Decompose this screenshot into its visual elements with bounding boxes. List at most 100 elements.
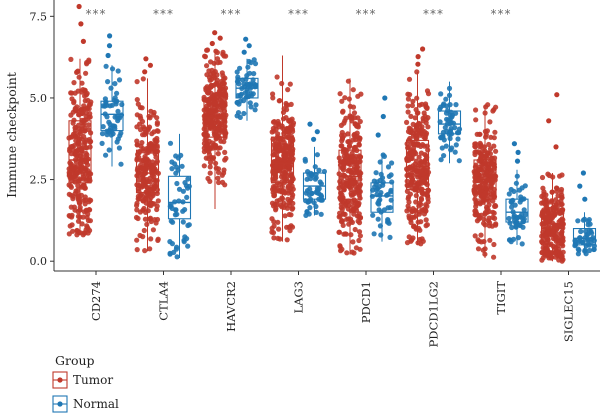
data-point-tumor xyxy=(142,216,148,222)
data-point-tumor xyxy=(350,208,357,214)
data-point-tumor xyxy=(485,102,491,108)
box-body xyxy=(370,182,394,213)
data-point-tumor xyxy=(66,191,72,197)
outlier-point-tumor xyxy=(142,69,148,75)
data-point-tumor xyxy=(66,231,72,237)
data-point-normal xyxy=(312,164,318,170)
data-point-normal xyxy=(506,191,512,197)
data-point-tumor xyxy=(218,138,224,144)
data-point-tumor xyxy=(142,129,148,135)
data-point-tumor xyxy=(137,113,143,119)
data-point-normal xyxy=(176,186,183,192)
data-point-tumor xyxy=(201,94,207,100)
box-body xyxy=(338,149,362,200)
data-point-tumor xyxy=(269,216,275,222)
data-point-tumor xyxy=(150,159,156,165)
data-point-tumor xyxy=(414,95,420,101)
data-point-tumor xyxy=(492,129,498,135)
data-point-tumor xyxy=(352,226,358,233)
box-tumor-siglec15 xyxy=(540,173,565,262)
data-point-tumor xyxy=(140,76,146,82)
data-point-normal xyxy=(439,145,445,151)
data-point-normal xyxy=(100,124,106,130)
data-point-normal xyxy=(438,135,444,141)
data-point-normal xyxy=(253,102,259,108)
data-point-normal xyxy=(308,176,314,182)
data-point-tumor xyxy=(405,203,411,209)
data-point-normal xyxy=(575,246,581,252)
data-point-normal xyxy=(304,209,310,215)
data-point-tumor xyxy=(82,98,88,104)
data-point-tumor xyxy=(341,164,347,170)
data-point-tumor xyxy=(473,107,479,113)
data-point-normal xyxy=(185,222,191,229)
data-point-tumor xyxy=(549,215,556,221)
data-point-tumor xyxy=(348,218,354,224)
data-point-tumor xyxy=(272,188,278,194)
outlier-point-tumor xyxy=(76,3,82,10)
data-point-normal xyxy=(115,108,121,114)
data-point-tumor xyxy=(482,190,489,196)
data-point-tumor xyxy=(136,183,143,189)
data-point-tumor xyxy=(204,63,210,69)
data-point-normal xyxy=(586,217,592,223)
outlier-point-tumor xyxy=(420,46,426,52)
box-normal-siglec15 xyxy=(572,212,597,255)
data-point-normal xyxy=(103,63,109,69)
data-point-tumor xyxy=(413,168,419,174)
data-point-tumor xyxy=(145,208,151,214)
data-point-normal xyxy=(522,212,529,218)
data-point-normal xyxy=(169,166,175,172)
data-point-tumor xyxy=(407,92,413,98)
data-point-tumor xyxy=(214,77,220,83)
data-point-tumor xyxy=(154,120,160,126)
box-body xyxy=(135,149,160,194)
data-point-tumor xyxy=(488,134,494,140)
data-point-tumor xyxy=(71,174,77,180)
data-point-tumor xyxy=(487,237,493,243)
data-point-tumor xyxy=(289,116,295,122)
data-point-normal xyxy=(442,124,448,131)
data-point-tumor xyxy=(543,221,549,227)
data-point-normal xyxy=(102,96,108,102)
data-point-normal xyxy=(174,180,180,187)
data-point-tumor xyxy=(344,250,350,256)
data-point-tumor xyxy=(206,156,212,162)
data-point-tumor xyxy=(493,203,499,209)
outlier-point-tumor xyxy=(217,35,223,41)
box-normal-cd274 xyxy=(100,65,124,167)
outlier-point-normal xyxy=(514,158,521,164)
box-tumor-tigit xyxy=(473,104,497,258)
data-point-tumor xyxy=(269,229,275,235)
data-point-tumor xyxy=(473,117,479,123)
data-point-tumor xyxy=(70,131,77,137)
data-point-normal xyxy=(513,180,520,186)
data-point-normal xyxy=(174,254,180,260)
x-tick-label-cd274: CD274 xyxy=(89,281,103,321)
data-point-normal xyxy=(168,218,174,224)
outlier-point-tumor xyxy=(546,118,552,124)
data-point-tumor xyxy=(541,191,547,197)
outlier-point-normal xyxy=(314,129,320,135)
data-point-normal xyxy=(447,135,453,142)
data-point-tumor xyxy=(148,236,154,242)
legend-item-normal: Normal xyxy=(52,395,119,413)
data-point-tumor xyxy=(488,168,494,174)
box-body xyxy=(437,110,462,135)
legend-items: Tumor Normal xyxy=(52,371,119,413)
outlier-point-normal xyxy=(311,136,317,142)
data-point-tumor xyxy=(545,229,551,235)
data-point-tumor xyxy=(418,196,425,203)
data-point-tumor xyxy=(216,83,222,89)
data-point-tumor xyxy=(406,76,413,82)
data-point-normal xyxy=(381,153,387,159)
legend-swatch-dot xyxy=(57,377,63,383)
data-point-normal xyxy=(168,202,174,208)
data-point-tumor xyxy=(351,164,357,170)
data-point-normal xyxy=(104,128,110,134)
data-point-tumor xyxy=(206,151,212,157)
data-point-normal xyxy=(112,81,118,87)
data-point-tumor xyxy=(135,196,141,202)
data-point-tumor xyxy=(69,96,75,102)
data-point-tumor xyxy=(338,205,344,211)
